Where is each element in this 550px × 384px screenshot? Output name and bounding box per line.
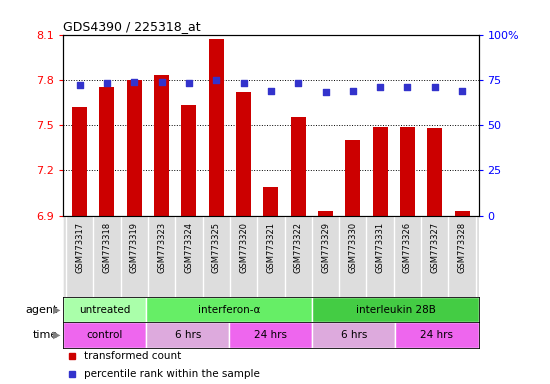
Text: 24 hrs: 24 hrs bbox=[421, 330, 453, 340]
Text: percentile rank within the sample: percentile rank within the sample bbox=[84, 369, 260, 379]
Text: GSM773324: GSM773324 bbox=[184, 222, 194, 273]
Text: GSM773319: GSM773319 bbox=[130, 222, 139, 273]
Bar bbox=[126, 80, 142, 215]
Point bbox=[212, 77, 221, 83]
Text: GSM773330: GSM773330 bbox=[348, 222, 358, 273]
Text: GDS4390 / 225318_at: GDS4390 / 225318_at bbox=[63, 20, 201, 33]
FancyBboxPatch shape bbox=[63, 322, 146, 348]
Text: ▶: ▶ bbox=[53, 305, 60, 314]
Text: GSM773317: GSM773317 bbox=[75, 222, 84, 273]
Text: interleukin 28B: interleukin 28B bbox=[355, 305, 436, 314]
Point bbox=[266, 88, 275, 94]
Text: 24 hrs: 24 hrs bbox=[254, 330, 287, 340]
Text: 6 hrs: 6 hrs bbox=[175, 330, 201, 340]
Bar bbox=[182, 106, 196, 215]
Bar bbox=[455, 211, 470, 215]
Point bbox=[431, 84, 439, 90]
Text: GSM773321: GSM773321 bbox=[266, 222, 276, 273]
Point bbox=[75, 82, 84, 88]
Text: GSM773329: GSM773329 bbox=[321, 222, 330, 273]
Bar bbox=[208, 39, 224, 215]
Bar bbox=[100, 87, 114, 215]
Text: GSM773318: GSM773318 bbox=[102, 222, 112, 273]
Text: 6 hrs: 6 hrs bbox=[341, 330, 367, 340]
Text: GSM773322: GSM773322 bbox=[294, 222, 302, 273]
Bar bbox=[318, 211, 333, 215]
Text: GSM773323: GSM773323 bbox=[157, 222, 166, 273]
Text: GSM773331: GSM773331 bbox=[376, 222, 384, 273]
FancyBboxPatch shape bbox=[63, 297, 146, 322]
Text: GSM773328: GSM773328 bbox=[458, 222, 466, 273]
Text: untreated: untreated bbox=[79, 305, 130, 314]
Point bbox=[102, 80, 111, 86]
Bar bbox=[236, 92, 251, 215]
Bar bbox=[345, 140, 360, 215]
Text: GSM773325: GSM773325 bbox=[212, 222, 221, 273]
Point bbox=[239, 80, 248, 86]
Bar bbox=[291, 118, 306, 215]
Point bbox=[321, 89, 330, 96]
Bar bbox=[400, 127, 415, 215]
Text: interferon-α: interferon-α bbox=[198, 305, 261, 314]
Bar bbox=[72, 107, 87, 215]
Text: GSM773327: GSM773327 bbox=[430, 222, 439, 273]
Bar bbox=[427, 128, 442, 215]
Point bbox=[403, 84, 412, 90]
Text: agent: agent bbox=[25, 305, 58, 314]
Point bbox=[458, 88, 466, 94]
Point bbox=[130, 79, 139, 85]
Bar bbox=[263, 187, 278, 215]
Text: GSM773320: GSM773320 bbox=[239, 222, 248, 273]
Text: control: control bbox=[86, 330, 123, 340]
Text: GSM773326: GSM773326 bbox=[403, 222, 412, 273]
Text: time: time bbox=[32, 330, 58, 340]
Point bbox=[376, 84, 384, 90]
Text: ▶: ▶ bbox=[53, 330, 60, 340]
Point bbox=[294, 80, 302, 86]
Bar bbox=[373, 127, 388, 215]
FancyBboxPatch shape bbox=[312, 297, 478, 322]
Bar bbox=[154, 75, 169, 215]
Text: transformed count: transformed count bbox=[84, 351, 182, 361]
FancyBboxPatch shape bbox=[229, 322, 312, 348]
Point bbox=[184, 80, 193, 86]
FancyBboxPatch shape bbox=[146, 297, 312, 322]
FancyBboxPatch shape bbox=[395, 322, 478, 348]
FancyBboxPatch shape bbox=[146, 322, 229, 348]
FancyBboxPatch shape bbox=[312, 322, 395, 348]
Point bbox=[157, 79, 166, 85]
Point bbox=[349, 88, 358, 94]
